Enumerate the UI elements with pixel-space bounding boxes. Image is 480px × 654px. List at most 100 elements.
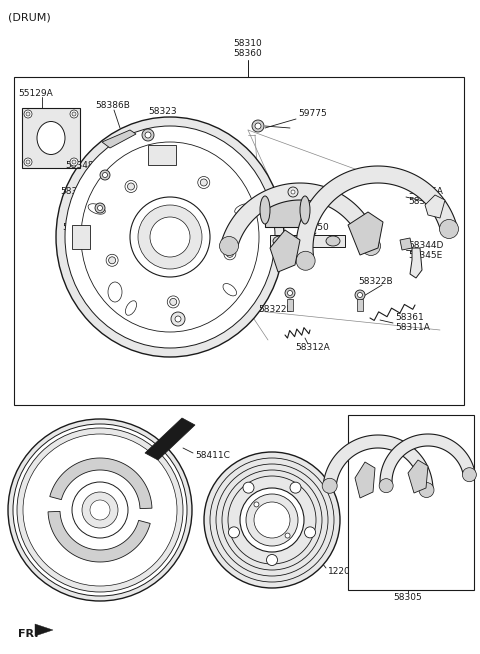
Bar bbox=[287, 299, 293, 311]
Circle shape bbox=[128, 183, 134, 190]
Text: 58323: 58323 bbox=[148, 107, 177, 116]
Circle shape bbox=[72, 112, 76, 116]
Polygon shape bbox=[323, 435, 433, 490]
Ellipse shape bbox=[223, 284, 237, 296]
Text: 58323: 58323 bbox=[62, 224, 91, 233]
Ellipse shape bbox=[13, 424, 187, 596]
Circle shape bbox=[224, 248, 236, 260]
Circle shape bbox=[167, 296, 179, 308]
Circle shape bbox=[254, 502, 290, 538]
Circle shape bbox=[290, 482, 301, 493]
Text: 58399A: 58399A bbox=[60, 188, 95, 196]
Text: 58344D: 58344D bbox=[408, 241, 444, 249]
Polygon shape bbox=[296, 166, 457, 262]
Circle shape bbox=[296, 251, 315, 270]
Circle shape bbox=[240, 488, 304, 552]
Circle shape bbox=[175, 316, 181, 322]
Bar bbox=[357, 299, 363, 311]
Circle shape bbox=[72, 160, 76, 164]
Bar bbox=[348, 415, 474, 590]
Text: 1220FS: 1220FS bbox=[328, 568, 361, 576]
Polygon shape bbox=[425, 195, 445, 218]
Text: 58361: 58361 bbox=[395, 313, 424, 322]
Polygon shape bbox=[355, 462, 375, 498]
Text: 58356A: 58356A bbox=[408, 188, 443, 196]
Circle shape bbox=[130, 197, 210, 277]
Text: 58411C: 58411C bbox=[195, 451, 230, 460]
Circle shape bbox=[204, 452, 340, 588]
Circle shape bbox=[97, 205, 103, 211]
Circle shape bbox=[322, 478, 337, 493]
Polygon shape bbox=[408, 460, 428, 493]
Ellipse shape bbox=[326, 236, 340, 246]
Circle shape bbox=[82, 492, 118, 528]
Polygon shape bbox=[102, 130, 136, 148]
Circle shape bbox=[171, 312, 185, 326]
Ellipse shape bbox=[235, 204, 252, 214]
Text: 58360: 58360 bbox=[234, 50, 263, 58]
Circle shape bbox=[142, 129, 154, 141]
Polygon shape bbox=[50, 458, 152, 509]
Circle shape bbox=[70, 158, 78, 166]
Circle shape bbox=[246, 494, 298, 546]
Text: 58310: 58310 bbox=[234, 39, 263, 48]
Circle shape bbox=[252, 120, 264, 132]
Circle shape bbox=[100, 170, 110, 180]
Polygon shape bbox=[348, 212, 383, 255]
Ellipse shape bbox=[56, 117, 284, 357]
Polygon shape bbox=[380, 434, 475, 486]
Circle shape bbox=[95, 203, 105, 213]
Circle shape bbox=[227, 250, 233, 257]
Polygon shape bbox=[221, 183, 379, 248]
Circle shape bbox=[198, 177, 210, 188]
Circle shape bbox=[285, 288, 295, 298]
Polygon shape bbox=[145, 418, 195, 460]
Circle shape bbox=[200, 179, 207, 186]
Ellipse shape bbox=[300, 196, 310, 224]
Polygon shape bbox=[48, 511, 150, 562]
Text: 58350: 58350 bbox=[300, 224, 329, 233]
Text: FR.: FR. bbox=[18, 629, 38, 639]
Bar bbox=[14, 77, 464, 405]
Circle shape bbox=[358, 292, 362, 298]
Polygon shape bbox=[270, 230, 300, 272]
Circle shape bbox=[70, 110, 78, 118]
Circle shape bbox=[355, 290, 365, 300]
Circle shape bbox=[243, 482, 254, 493]
Bar bbox=[148, 145, 176, 165]
Ellipse shape bbox=[260, 196, 270, 224]
Ellipse shape bbox=[65, 126, 275, 348]
Circle shape bbox=[90, 500, 110, 520]
Text: 58322B: 58322B bbox=[258, 305, 293, 315]
Circle shape bbox=[108, 257, 116, 264]
Text: (DRUM): (DRUM) bbox=[8, 13, 51, 23]
Circle shape bbox=[291, 190, 295, 194]
Circle shape bbox=[228, 527, 240, 538]
Polygon shape bbox=[410, 248, 422, 278]
Circle shape bbox=[24, 110, 32, 118]
Circle shape bbox=[103, 173, 108, 177]
Circle shape bbox=[125, 181, 137, 192]
Circle shape bbox=[304, 527, 315, 538]
Polygon shape bbox=[400, 238, 412, 250]
Circle shape bbox=[26, 112, 30, 116]
Ellipse shape bbox=[17, 428, 183, 592]
Circle shape bbox=[138, 205, 202, 269]
Ellipse shape bbox=[152, 149, 161, 164]
Circle shape bbox=[26, 160, 30, 164]
Text: 58366A: 58366A bbox=[408, 198, 443, 207]
Bar bbox=[265, 197, 305, 227]
Circle shape bbox=[285, 533, 290, 538]
Circle shape bbox=[106, 254, 118, 266]
Text: 58330A: 58330A bbox=[242, 190, 277, 199]
Bar bbox=[270, 235, 345, 247]
Text: 58305: 58305 bbox=[394, 593, 422, 602]
Circle shape bbox=[170, 298, 177, 305]
Ellipse shape bbox=[23, 434, 177, 586]
Text: 58348: 58348 bbox=[65, 160, 94, 169]
Circle shape bbox=[72, 482, 128, 538]
Circle shape bbox=[255, 123, 261, 129]
Ellipse shape bbox=[125, 301, 137, 315]
Ellipse shape bbox=[37, 122, 65, 154]
Circle shape bbox=[379, 479, 393, 492]
